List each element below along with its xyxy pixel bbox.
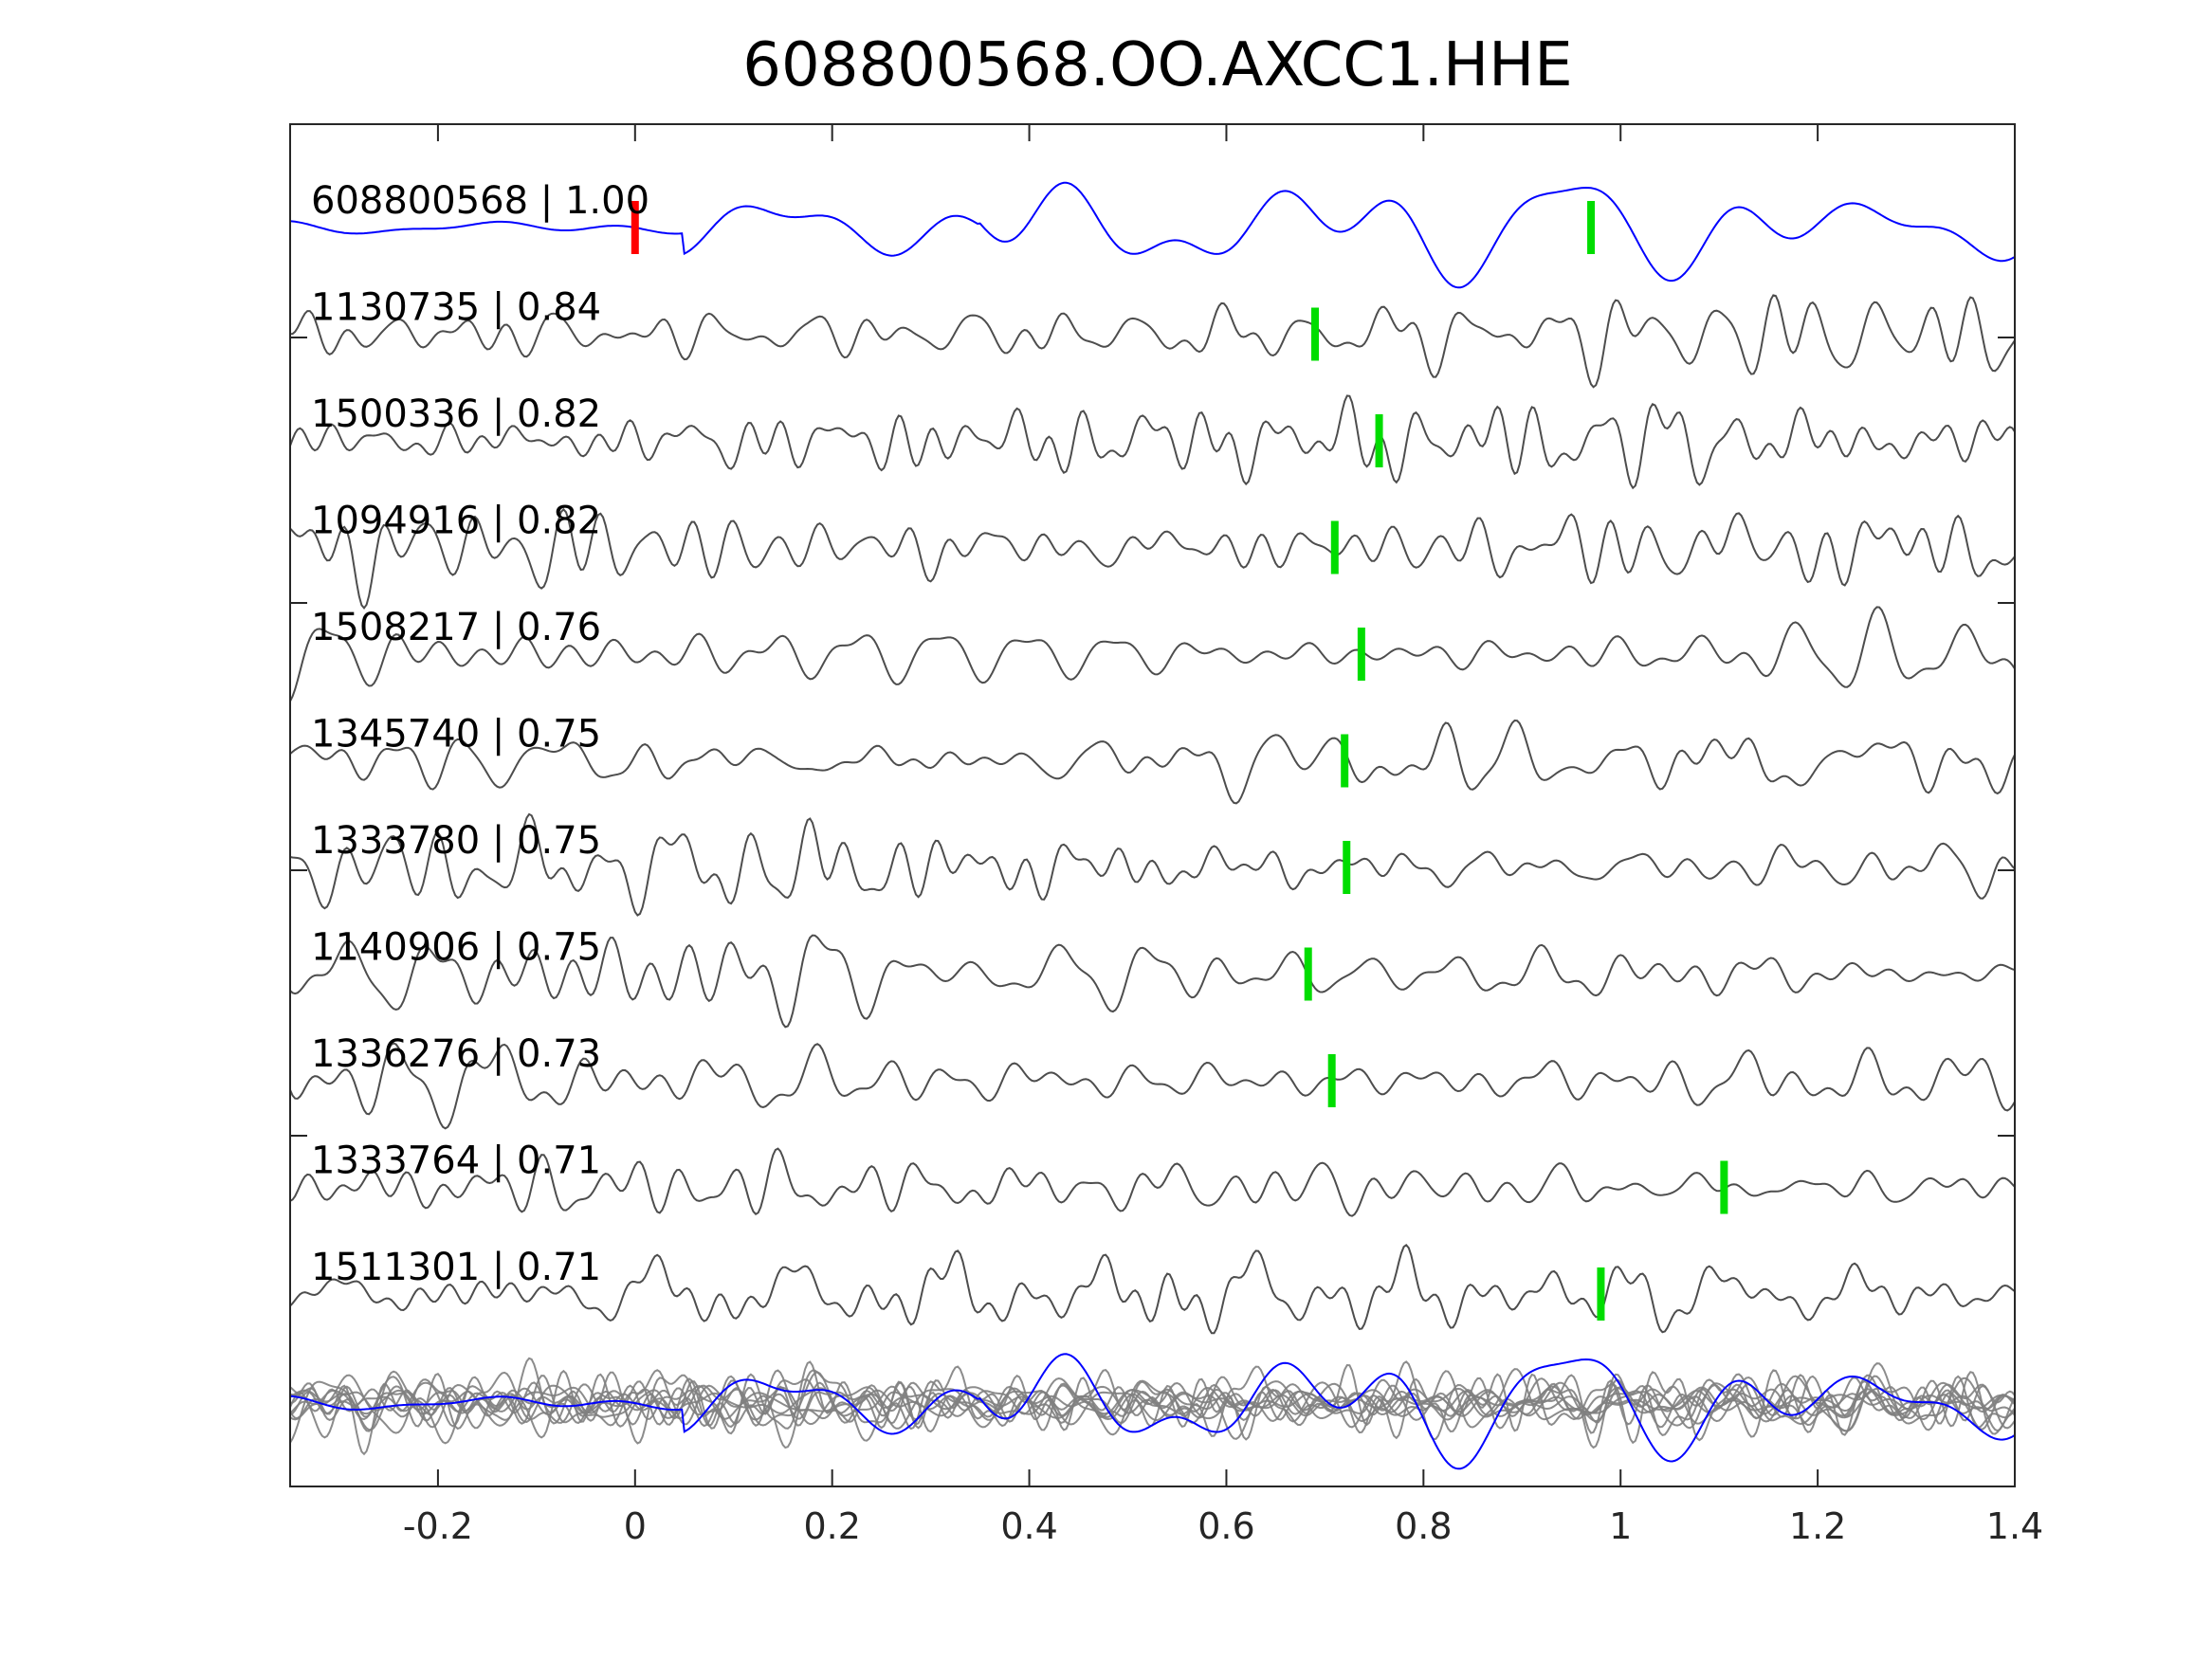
trace-waveform-1508217 [289, 606, 2016, 702]
stack-template-trace [289, 1353, 2016, 1470]
trace-waveform-1345740 [289, 719, 2016, 805]
trace-label-1130735: 1130735 | 0.84 [311, 286, 601, 330]
trace-waveform-1333780 [289, 812, 2016, 917]
trace-label-1336276: 1336276 | 0.73 [311, 1032, 601, 1076]
stack-trace-1333764 [289, 1369, 2016, 1429]
trace-labels: 608800568 | 1.00 1130735 | 0.84 1500336 | … [311, 179, 649, 1289]
x-tick-label: 0 [624, 1505, 647, 1547]
trace-label-1140906: 1140906 | 0.75 [311, 926, 601, 970]
x-tick-label: 1.2 [1789, 1505, 1846, 1547]
trace-label-1511301: 1511301 | 0.71 [311, 1246, 601, 1289]
x-tick-label: 0.8 [1395, 1505, 1452, 1547]
trace-label-1094916: 1094916 | 0.82 [311, 500, 601, 543]
x-tick-label: 1 [1609, 1505, 1632, 1547]
trace-waveform-1336276 [289, 1042, 2016, 1130]
picks-layer [631, 201, 1728, 1321]
trace-waveform-1500336 [289, 394, 2016, 490]
trace-label-608800568: 608800568 | 1.00 [311, 179, 649, 223]
x-tick-label: -0.2 [403, 1505, 473, 1547]
trace-waveform-608800568 [289, 181, 2016, 289]
stack-trace-1333780 [289, 1357, 2016, 1445]
stack-layer [289, 1353, 2016, 1470]
trace-waveform-1094916 [289, 507, 2016, 611]
trace-label-1333780: 1333780 | 0.75 [311, 819, 601, 863]
x-axis-ticks: -0.2 0 0.2 0.4 0.6 0.8 1 1.2 1.4 [403, 124, 2043, 1547]
trace-label-1500336: 1500336 | 0.82 [311, 392, 601, 436]
stack-trace-1140906 [289, 1369, 2016, 1449]
x-tick-label: 0.2 [803, 1505, 860, 1547]
trace-waveform-1511301 [289, 1243, 2016, 1335]
axes-frame [289, 123, 2016, 1487]
y-axis-ticks [290, 337, 2015, 1137]
x-tick-label: 1.4 [1986, 1505, 2043, 1547]
x-tick-label: 0.6 [1197, 1505, 1254, 1547]
trace-waveform-1140906 [289, 934, 2016, 1029]
stack-trace-1345740 [289, 1368, 2016, 1440]
trace-label-1333764: 1333764 | 0.71 [311, 1139, 601, 1183]
trace-label-1345740: 1345740 | 0.75 [311, 713, 601, 757]
chart-title: 608800568.OO.AXCC1.HHE [742, 30, 1572, 100]
trace-waveform-1130735 [289, 294, 2016, 389]
trace-label-1508217: 1508217 | 0.76 [311, 606, 601, 649]
x-tick-label: 0.4 [1000, 1505, 1057, 1547]
